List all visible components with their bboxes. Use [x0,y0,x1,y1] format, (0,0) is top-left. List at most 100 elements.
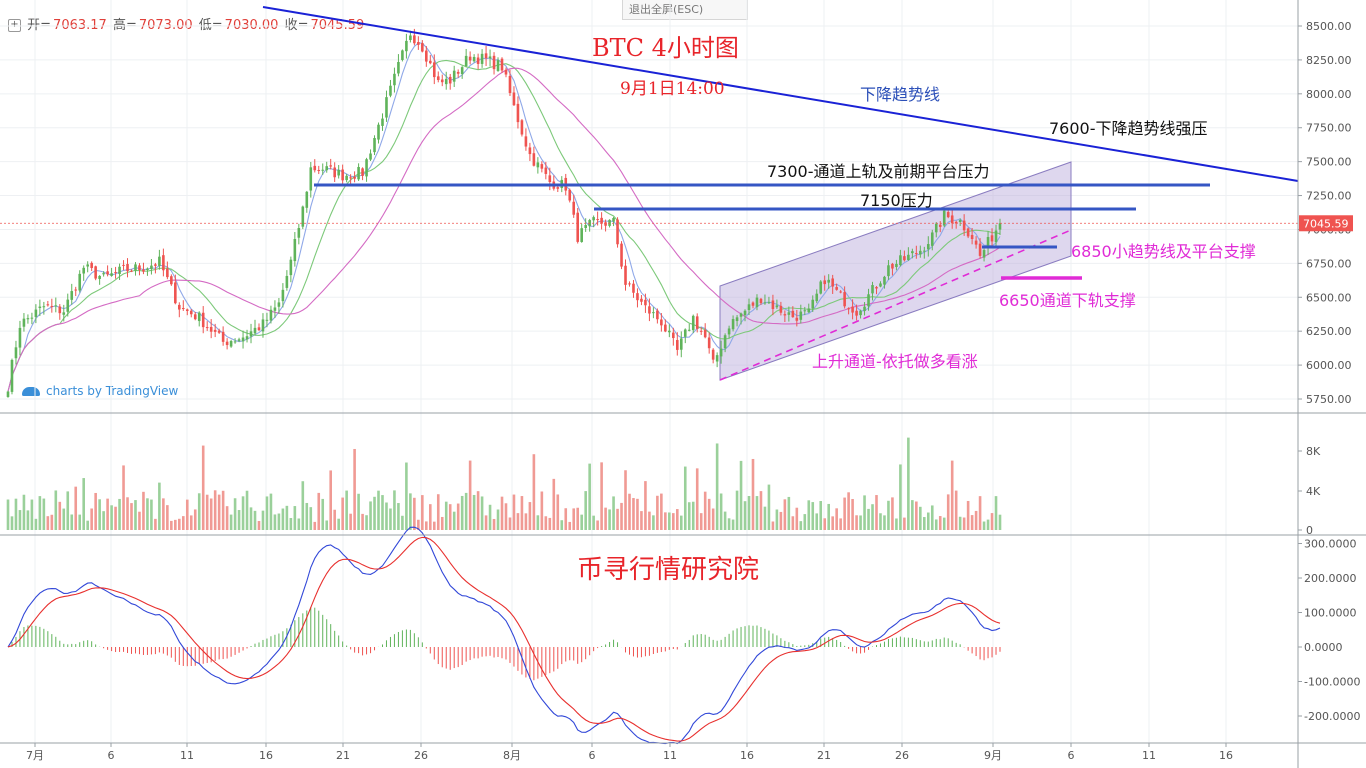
candle-body [664,324,667,332]
volume-bar [90,508,93,530]
candle-body [130,270,133,272]
candle-body [18,327,22,348]
candle-body [488,56,492,59]
time-tick-label: 11 [1142,749,1156,762]
volume-bar [249,507,253,530]
volume-bar [982,521,986,530]
volume-bar [421,495,424,530]
volume-tick-label: 0 [1306,524,1313,537]
volume-bar [86,520,89,530]
candle-body [401,50,404,60]
candle-body [205,327,209,329]
volume-bar [321,498,325,530]
tradingview-watermark-text: charts by TradingView [46,384,179,398]
volume-bar [209,498,213,530]
volume-bar [668,512,671,530]
candle-body [389,85,392,96]
volume-bar [297,518,301,530]
volume-bar [18,510,22,530]
candle-body [38,306,42,309]
volume-bar [146,498,149,530]
volume-bar [974,510,978,530]
volume-bar [134,500,137,530]
candle-body [835,287,838,290]
candle-body [397,61,400,74]
volume-bar [50,514,54,530]
candle-body [293,239,297,262]
volume-bar [413,497,416,530]
candle-body [855,310,858,316]
candle-body [377,124,380,140]
volume-bar [102,511,105,530]
candle-body [974,240,978,245]
volume-bar [811,502,815,530]
candle-body [695,316,699,329]
volume-bar [464,492,468,530]
volume-bar [747,496,751,530]
volume-bar [409,493,412,530]
candle-body [528,147,532,155]
volume-bar [309,507,313,530]
volume-bar [560,520,564,530]
annotations: BTC 4小时图 9月1日14:00 下降趋势线 7600-下降趋势线强压 7300-通… [577,34,1256,585]
candle-body [269,309,273,321]
volume-bar [620,502,623,530]
candle-body [775,305,779,308]
volume-bar [293,506,297,530]
volume-bar [488,504,492,530]
candle-body [516,103,520,123]
candle-body [819,281,823,294]
volume-bar [644,481,647,530]
downtrend-label: 下降趋势线 [860,85,940,104]
volume-bar [616,508,619,530]
time-tick-label: 7月 [26,749,44,762]
candle-body [381,118,384,126]
channel-label: 上升通道-依托做多看涨 [812,352,978,371]
volume-bar [448,504,452,530]
volume-bar [767,484,771,530]
volume-bar [954,490,958,530]
candle-body [82,267,85,274]
volume-bar [624,470,627,530]
candle-body [815,293,819,302]
candle-body [22,318,26,327]
candle-body [10,359,14,392]
volume-bar [962,517,966,530]
volume-bar [703,491,707,530]
macd-tick-label: 300.0000 [1304,538,1357,551]
exit-fullscreen-button[interactable]: 退出全屏(ESC) [622,0,748,20]
candle-body [253,327,257,334]
volume-bar [652,515,655,530]
macd-tick-label: 0.0000 [1304,641,1343,654]
volume-bar [261,510,265,530]
candle-body [261,319,265,332]
candle-body [771,300,775,310]
volume-bar [285,505,289,530]
volume-bar [273,514,277,530]
candle-body [620,243,623,267]
volume-bar [492,518,496,530]
candle-body [484,53,488,59]
candle-body [221,331,225,342]
support-6850-label: 6850小趋势线及平台支撑 [1071,242,1256,261]
volume-bar [142,491,145,530]
tradingview-logo-icon [22,387,40,396]
candle-body [181,308,185,310]
support-6650-label: 6650通道下轨支撑 [999,291,1136,310]
volume-bar [600,462,603,530]
candle-body [432,62,436,78]
candle-body [464,55,468,67]
candle-body [50,305,54,307]
volume-bar [496,509,500,530]
volume-bar [217,494,221,530]
time-tick-label: 21 [817,749,831,762]
volume-bar [572,508,576,530]
volume-bar [305,502,309,530]
tradingview-watermark[interactable]: charts by TradingView [22,384,178,398]
volume-bar [588,463,591,530]
volume-bar [707,498,711,530]
volume-bar [213,490,217,530]
candle-body [78,273,82,291]
price-tick-label: 8500.00 [1306,20,1352,33]
